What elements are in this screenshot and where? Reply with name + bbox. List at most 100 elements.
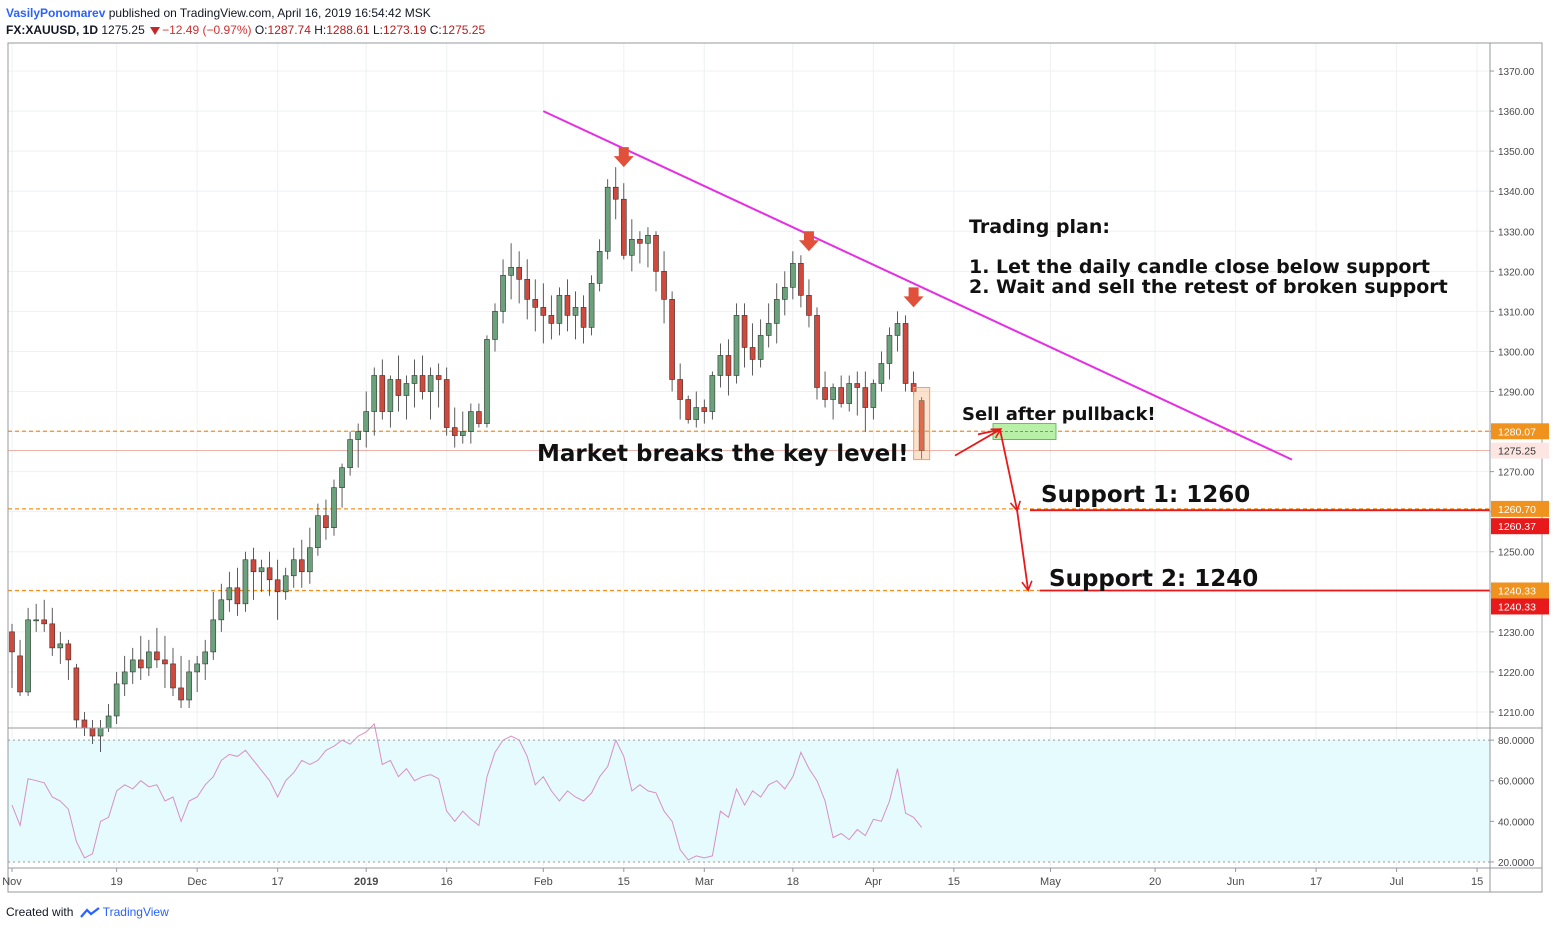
low-value: 1273.19	[383, 23, 427, 37]
candle-body	[323, 515, 329, 529]
price-change: −12.49 (−0.97%)	[162, 23, 252, 37]
candle-body	[89, 727, 96, 737]
candle-body	[854, 383, 861, 388]
rsi-y-tick-label: 60.0000	[1498, 777, 1535, 788]
y-tick-label: 1210.00	[1498, 708, 1535, 719]
candle-body	[822, 387, 828, 400]
x-tick-label: May	[1040, 876, 1061, 888]
high-label: H:	[314, 23, 327, 37]
candle-body	[355, 431, 361, 440]
candle-body	[620, 198, 627, 256]
price-levels	[8, 430, 1490, 592]
symbol-legend: FX:XAUUSD, 1D 1275.25 −12.49 (−0.97%) O:…	[6, 23, 485, 37]
down-arrow-icon	[903, 287, 924, 308]
x-tick-label: 20	[1149, 876, 1161, 888]
down-arrow-icon	[613, 147, 634, 168]
candle-body	[25, 619, 31, 693]
annotations: Trading plan: 1. Let the daily candle clo…	[537, 110, 1448, 593]
candle-body	[451, 427, 458, 436]
market-breaks-label: Market breaks the key level!	[537, 441, 909, 467]
y-tick-label: 1230.00	[1498, 628, 1535, 639]
level-price-tag: 1260.37	[1498, 521, 1536, 533]
projection-arrow-down-1	[999, 429, 1021, 513]
y-tick-label: 1320.00	[1498, 267, 1535, 278]
y-tick-label: 1360.00	[1498, 107, 1535, 118]
candle-body	[331, 487, 337, 529]
publish-info: VasilyPonomarev published on TradingView…	[6, 6, 431, 20]
candle-body	[129, 659, 136, 673]
candle-body	[645, 234, 651, 244]
author-link[interactable]: VasilyPonomarev	[6, 6, 106, 20]
candle-body	[298, 559, 305, 573]
y-tick-label: 1270.00	[1498, 468, 1535, 479]
level-price-tag: 1260.70	[1498, 504, 1536, 516]
symbol-name[interactable]: FX:XAUUSD, 1D	[6, 23, 99, 37]
candle-body	[459, 431, 466, 436]
projection-arrow-down-2	[1016, 509, 1033, 593]
candle-body	[194, 663, 200, 673]
descending-trendline	[542, 110, 1293, 461]
candle-body	[484, 339, 490, 424]
candle-body	[798, 263, 804, 296]
candle-body	[661, 271, 667, 300]
candle-body	[138, 659, 144, 669]
support-2-label: Support 2: 1240	[1049, 566, 1258, 592]
candle-body	[580, 307, 587, 328]
candle-body	[902, 323, 909, 384]
level-price-tag: 1240.33	[1498, 601, 1536, 613]
x-tick-label: 15	[1471, 876, 1483, 888]
candle-body	[596, 251, 603, 284]
level-price-tag-bg	[1491, 500, 1549, 517]
created-with-text: Created with	[6, 905, 74, 919]
candle-body	[773, 299, 780, 324]
x-tick-label: 19	[111, 876, 123, 888]
candle-body	[162, 659, 168, 665]
candle-body	[476, 411, 482, 424]
x-tick-label: Dec	[187, 876, 207, 888]
candle-body	[113, 683, 120, 717]
x-tick-label: 18	[787, 876, 799, 888]
level-price-tag-bg	[1491, 423, 1549, 440]
candle-body	[500, 275, 506, 312]
y-tick-label: 1220.00	[1498, 668, 1535, 679]
candle-body	[508, 267, 514, 276]
candle-body	[878, 363, 885, 384]
x-tick-label: 17	[1310, 876, 1322, 888]
candle-body	[339, 467, 345, 488]
y-tick-label: 1340.00	[1498, 187, 1535, 198]
candle-body	[9, 631, 15, 653]
candle-body	[186, 671, 192, 701]
close-label: C:	[429, 23, 442, 37]
candle-body	[846, 383, 853, 404]
footer: Created with TradingView	[6, 905, 169, 920]
projection-arrow-head-bar	[977, 428, 1001, 436]
candle-body	[492, 311, 498, 340]
plan-step-1: 1. Let the daily candle close below supp…	[969, 256, 1430, 278]
projection-arrow-up	[954, 428, 1003, 457]
candles	[9, 167, 925, 753]
level-price-tag: 1280.07	[1498, 426, 1536, 438]
chart-frame	[7, 42, 1543, 893]
candle-body	[757, 335, 764, 360]
y-tick-label: 1290.00	[1498, 388, 1535, 399]
x-tick-label: 16	[441, 876, 453, 888]
candle-body	[315, 515, 321, 549]
published-text: published on TradingView.com, April 16, …	[108, 6, 431, 20]
candle-body	[524, 279, 531, 300]
candle-body	[146, 651, 152, 669]
x-tick-label: Nov	[2, 876, 22, 888]
candle-body	[250, 559, 257, 573]
plan-step-2: 2. Wait and sell the retest of broken su…	[969, 276, 1448, 298]
level-price-tag: 1240.33	[1498, 585, 1536, 597]
candle-body	[234, 587, 241, 605]
candle-body	[387, 379, 394, 412]
candle-body	[556, 295, 563, 324]
tradingview-brand[interactable]: TradingView	[102, 905, 169, 919]
rsi-band-fill	[8, 740, 1490, 862]
candle-body	[604, 186, 611, 252]
x-tick-label: 2019	[354, 876, 378, 888]
y-tick-label: 1330.00	[1498, 227, 1535, 238]
open-value: 1287.74	[267, 23, 311, 37]
candle-body	[379, 375, 386, 412]
